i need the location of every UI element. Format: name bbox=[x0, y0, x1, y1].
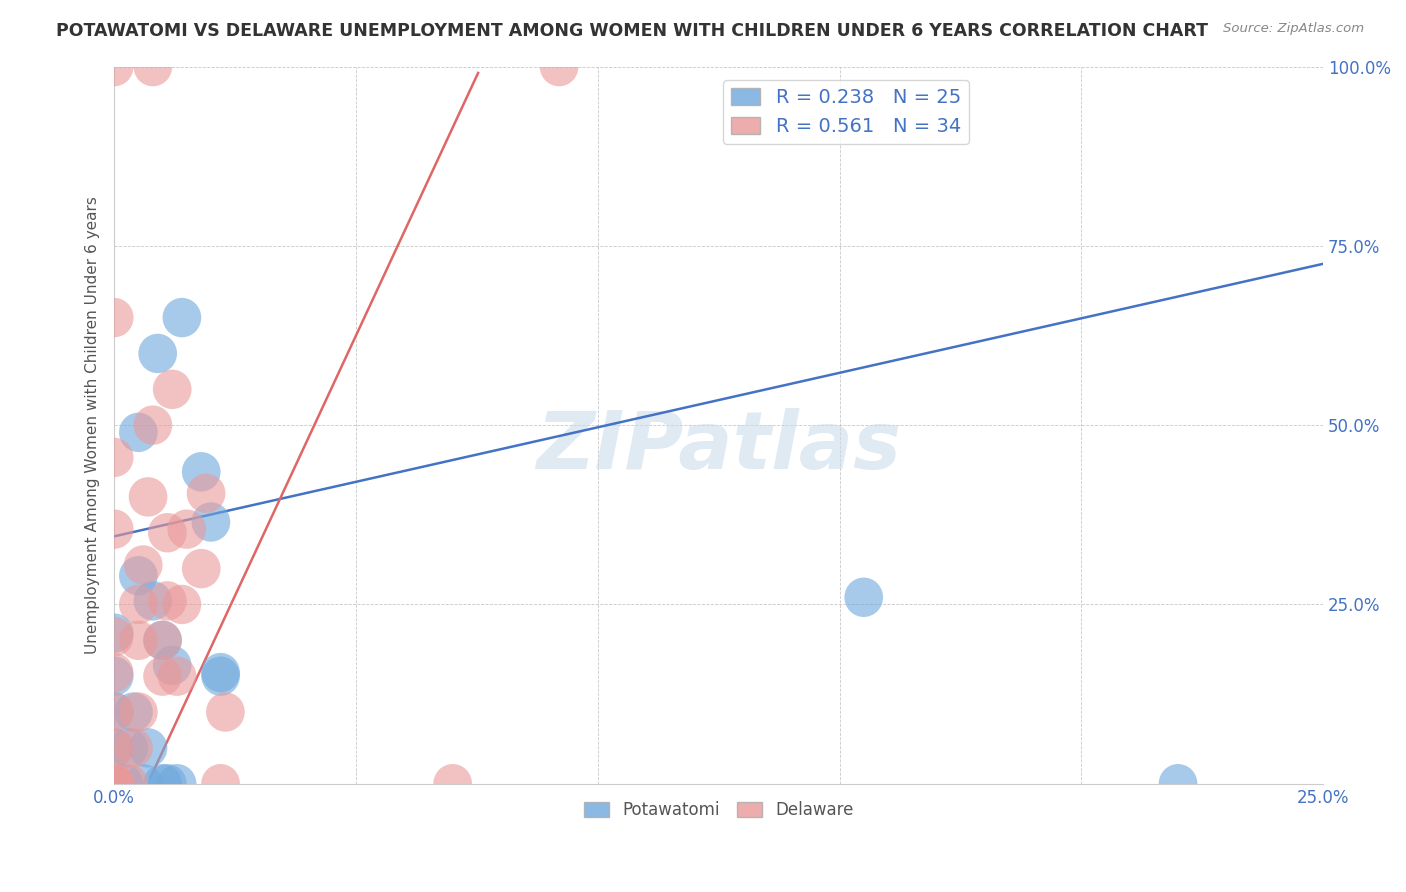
Ellipse shape bbox=[129, 477, 167, 516]
Ellipse shape bbox=[138, 334, 177, 373]
Ellipse shape bbox=[157, 764, 197, 804]
Ellipse shape bbox=[148, 764, 187, 804]
Ellipse shape bbox=[207, 692, 245, 731]
Ellipse shape bbox=[134, 406, 172, 445]
Ellipse shape bbox=[94, 298, 134, 337]
Ellipse shape bbox=[124, 545, 163, 585]
Y-axis label: Unemployment Among Women with Children Under 6 years: Unemployment Among Women with Children U… bbox=[86, 196, 100, 654]
Ellipse shape bbox=[201, 653, 240, 692]
Ellipse shape bbox=[94, 653, 134, 692]
Ellipse shape bbox=[201, 764, 240, 804]
Ellipse shape bbox=[181, 549, 221, 589]
Ellipse shape bbox=[143, 764, 181, 804]
Ellipse shape bbox=[94, 764, 134, 804]
Ellipse shape bbox=[94, 692, 134, 731]
Ellipse shape bbox=[540, 47, 578, 87]
Ellipse shape bbox=[124, 764, 163, 804]
Ellipse shape bbox=[191, 502, 231, 541]
Ellipse shape bbox=[143, 621, 181, 660]
Ellipse shape bbox=[153, 369, 191, 409]
Ellipse shape bbox=[181, 452, 221, 491]
Ellipse shape bbox=[1159, 764, 1198, 804]
Ellipse shape bbox=[129, 728, 167, 768]
Ellipse shape bbox=[163, 298, 201, 337]
Ellipse shape bbox=[148, 513, 187, 552]
Ellipse shape bbox=[110, 764, 148, 804]
Ellipse shape bbox=[120, 556, 157, 596]
Ellipse shape bbox=[94, 728, 134, 768]
Ellipse shape bbox=[104, 764, 143, 804]
Ellipse shape bbox=[94, 617, 134, 657]
Text: Source: ZipAtlas.com: Source: ZipAtlas.com bbox=[1223, 22, 1364, 36]
Ellipse shape bbox=[167, 509, 207, 549]
Ellipse shape bbox=[94, 509, 134, 549]
Ellipse shape bbox=[120, 413, 157, 452]
Ellipse shape bbox=[94, 657, 134, 696]
Ellipse shape bbox=[110, 728, 148, 768]
Ellipse shape bbox=[187, 474, 225, 513]
Ellipse shape bbox=[153, 646, 191, 685]
Text: ZIPatlas: ZIPatlas bbox=[536, 408, 901, 485]
Ellipse shape bbox=[845, 577, 883, 617]
Ellipse shape bbox=[143, 621, 181, 660]
Ellipse shape bbox=[148, 582, 187, 621]
Text: POTAWATOMI VS DELAWARE UNEMPLOYMENT AMONG WOMEN WITH CHILDREN UNDER 6 YEARS CORR: POTAWATOMI VS DELAWARE UNEMPLOYMENT AMON… bbox=[56, 22, 1208, 40]
Ellipse shape bbox=[114, 692, 153, 731]
Ellipse shape bbox=[94, 692, 134, 731]
Ellipse shape bbox=[120, 621, 157, 660]
Ellipse shape bbox=[134, 582, 172, 621]
Ellipse shape bbox=[201, 657, 240, 696]
Ellipse shape bbox=[94, 47, 134, 87]
Ellipse shape bbox=[163, 585, 201, 624]
Legend: Potawatomi, Delaware: Potawatomi, Delaware bbox=[578, 794, 860, 826]
Ellipse shape bbox=[94, 728, 134, 768]
Ellipse shape bbox=[94, 764, 134, 804]
Ellipse shape bbox=[433, 764, 472, 804]
Ellipse shape bbox=[94, 614, 134, 653]
Ellipse shape bbox=[143, 657, 181, 696]
Ellipse shape bbox=[114, 728, 153, 768]
Ellipse shape bbox=[120, 692, 157, 731]
Ellipse shape bbox=[134, 47, 172, 87]
Ellipse shape bbox=[94, 764, 134, 804]
Ellipse shape bbox=[157, 657, 197, 696]
Ellipse shape bbox=[120, 585, 157, 624]
Ellipse shape bbox=[94, 438, 134, 477]
